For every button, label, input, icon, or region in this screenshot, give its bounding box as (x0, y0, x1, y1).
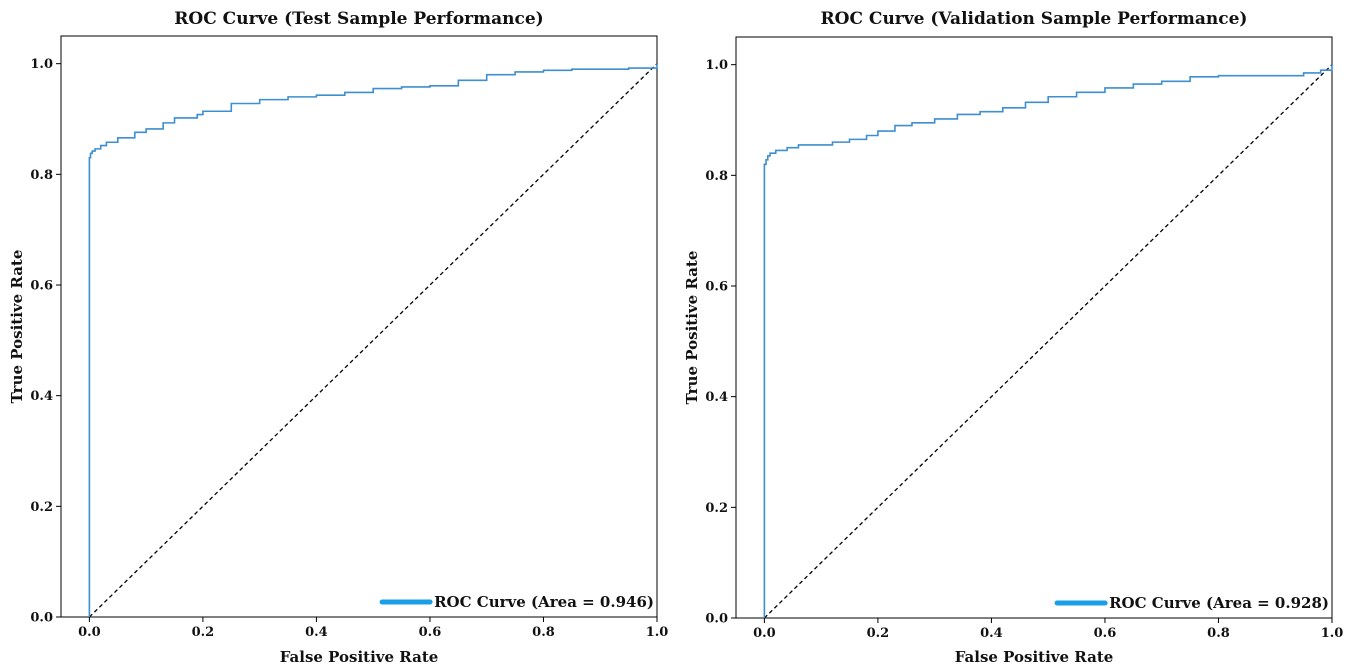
y-tick-label: 0.6 (30, 279, 53, 294)
x-axis-label: False Positive Rate (955, 648, 1114, 666)
y-tick-label: 0.2 (705, 501, 728, 516)
y-axis-label: True Positive Rate (8, 250, 26, 404)
x-axis-label: False Positive Rate (280, 648, 439, 666)
y-tick-label: 0.8 (30, 168, 53, 183)
plot-area-frame (735, 36, 1333, 619)
legend-label: ROC Curve (Area = 0.928) (1109, 594, 1329, 612)
x-tick-label: 0.0 (753, 626, 776, 641)
x-tick-label: 0.6 (1094, 626, 1117, 641)
legend: ROC Curve (Area = 0.946) (379, 593, 654, 611)
y-tick-label: 0.6 (705, 280, 728, 295)
chart-panel-2: ROC Curve (Validation Sample Performance… (683, 9, 1343, 666)
chance-diagonal-line (88, 63, 658, 618)
x-tick-label: 0.8 (532, 625, 555, 640)
y-tick-label: 0.0 (705, 612, 728, 627)
y-tick-label: 0.4 (30, 389, 53, 404)
y-tick-label: 1.0 (30, 57, 53, 72)
y-tick-label: 1.0 (705, 58, 728, 73)
legend-label: ROC Curve (Area = 0.946) (434, 593, 654, 611)
chart-panel-1: ROC Curve (Test Sample Performance) 0.0 0.… (8, 9, 668, 666)
roc-curve-line (763, 64, 1333, 618)
x-tick-label: 0.8 (1207, 626, 1230, 641)
y-tick-label: 0.4 (705, 390, 728, 405)
y-tick-label: 0.0 (30, 611, 53, 626)
plot-area-frame (60, 35, 658, 618)
x-tick-label: 1.0 (1321, 626, 1344, 641)
x-tick-label: 0.6 (419, 625, 442, 640)
chart-title: ROC Curve (Validation Sample Performance… (821, 9, 1248, 29)
y-tick-label: 0.2 (30, 500, 53, 515)
y-tick-label: 0.8 (705, 169, 728, 184)
x-tick-label: 0.2 (192, 625, 215, 640)
x-tick-label: 0.4 (305, 625, 328, 640)
chance-diagonal-line (763, 64, 1333, 619)
legend: ROC Curve (Area = 0.928) (1054, 594, 1329, 612)
y-axis-label: True Positive Rate (683, 251, 701, 405)
roc-curve-line (88, 63, 658, 617)
x-tick-label: 0.4 (980, 626, 1003, 641)
x-tick-label: 0.2 (867, 626, 890, 641)
chart-title: ROC Curve (Test Sample Performance) (174, 9, 543, 29)
x-tick-label: 0.0 (78, 625, 101, 640)
x-tick-label: 1.0 (646, 625, 669, 640)
